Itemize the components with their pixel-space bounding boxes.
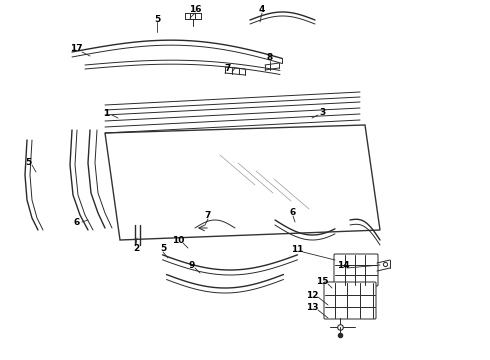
Text: 7: 7 — [205, 211, 211, 220]
Text: 6: 6 — [290, 207, 296, 216]
Text: 5: 5 — [154, 14, 160, 23]
Text: 2: 2 — [133, 243, 139, 252]
Text: 10: 10 — [172, 235, 184, 244]
Text: 6: 6 — [74, 217, 80, 226]
Text: 16: 16 — [189, 5, 201, 14]
Text: 3: 3 — [319, 108, 325, 117]
Text: 14: 14 — [337, 261, 349, 270]
Text: 4: 4 — [259, 5, 265, 14]
Text: 12: 12 — [306, 291, 318, 300]
Text: 11: 11 — [291, 244, 303, 253]
Text: 1: 1 — [103, 108, 109, 117]
Text: 5: 5 — [160, 243, 166, 252]
Text: 7: 7 — [225, 63, 231, 72]
FancyBboxPatch shape — [324, 282, 376, 319]
FancyBboxPatch shape — [334, 254, 378, 286]
Text: 9: 9 — [189, 261, 195, 270]
Text: 13: 13 — [306, 303, 318, 312]
Text: 8: 8 — [267, 53, 273, 62]
Text: 15: 15 — [316, 278, 328, 287]
Text: 5: 5 — [25, 158, 31, 166]
Text: 17: 17 — [70, 44, 82, 53]
